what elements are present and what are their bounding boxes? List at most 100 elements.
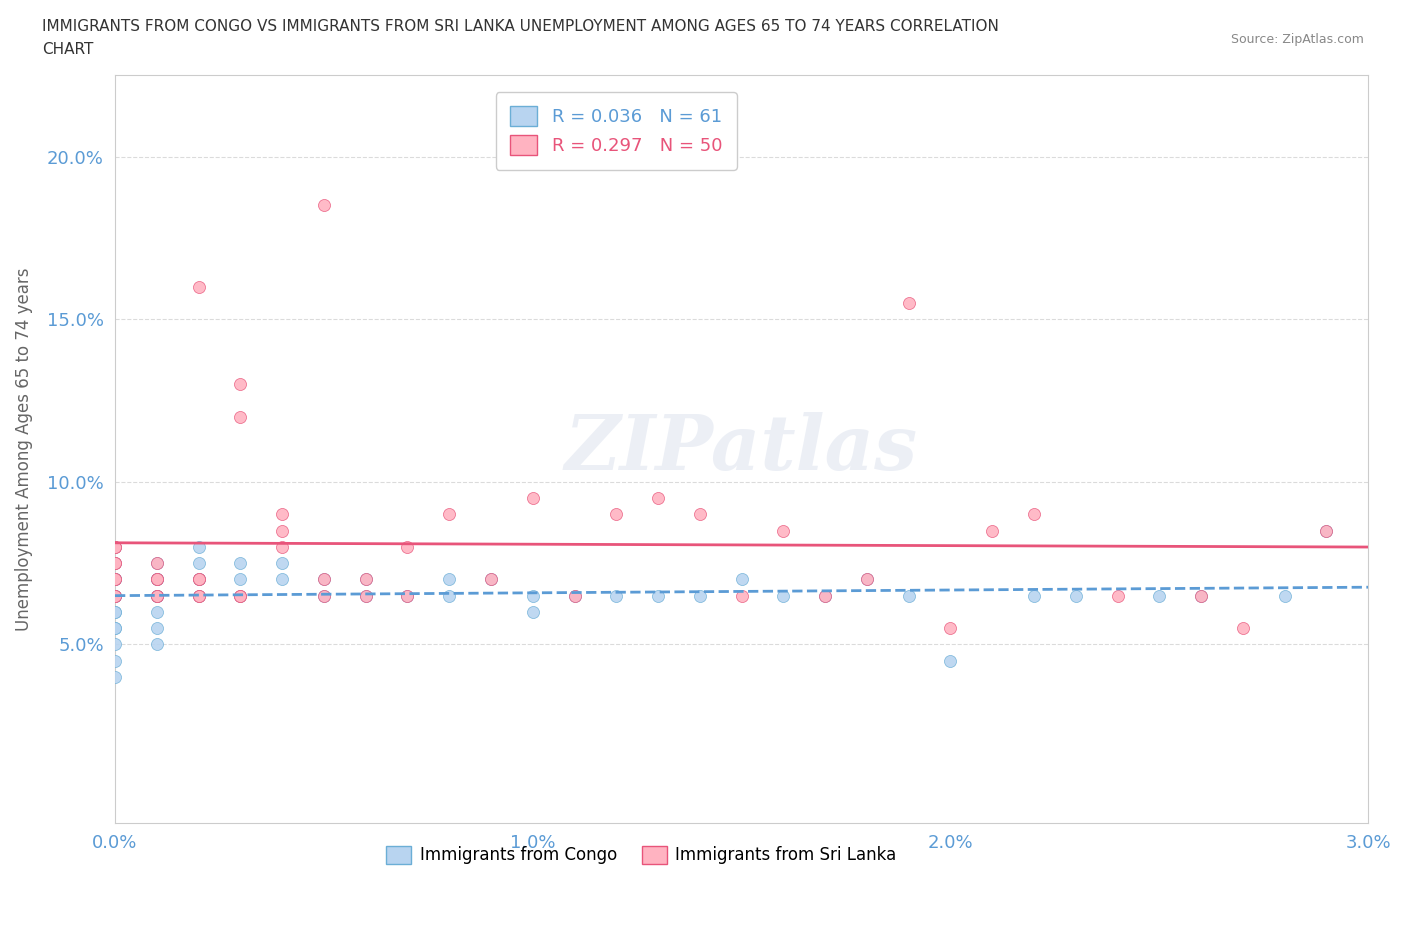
Point: [104, 620, 127, 635]
Point: [689, 507, 711, 522]
Point: [146, 555, 169, 570]
Point: [104, 588, 127, 603]
Point: [312, 198, 335, 213]
Point: [437, 507, 460, 522]
Point: [312, 588, 335, 603]
Point: [187, 588, 209, 603]
Point: [104, 604, 127, 619]
Point: [146, 604, 169, 619]
Point: [146, 572, 169, 587]
Point: [146, 637, 169, 652]
Text: ZIPatlas: ZIPatlas: [565, 412, 918, 486]
Point: [564, 588, 586, 603]
Point: [939, 620, 962, 635]
Point: [187, 555, 209, 570]
Point: [229, 377, 252, 392]
Point: [104, 539, 127, 554]
Point: [104, 555, 127, 570]
Point: [104, 588, 127, 603]
Point: [271, 572, 294, 587]
Point: [856, 572, 879, 587]
Text: Source: ZipAtlas.com: Source: ZipAtlas.com: [1230, 33, 1364, 46]
Point: [187, 572, 209, 587]
Point: [730, 588, 752, 603]
Point: [104, 588, 127, 603]
Point: [354, 588, 377, 603]
Point: [187, 279, 209, 294]
Point: [1315, 523, 1337, 538]
Point: [564, 588, 586, 603]
Point: [104, 588, 127, 603]
Point: [437, 572, 460, 587]
Point: [104, 572, 127, 587]
Point: [187, 588, 209, 603]
Point: [229, 588, 252, 603]
Point: [939, 653, 962, 668]
Point: [312, 572, 335, 587]
Point: [271, 523, 294, 538]
Point: [104, 604, 127, 619]
Point: [104, 555, 127, 570]
Point: [104, 539, 127, 554]
Point: [772, 523, 794, 538]
Point: [605, 588, 627, 603]
Point: [104, 572, 127, 587]
Point: [312, 572, 335, 587]
Point: [522, 604, 544, 619]
Text: IMMIGRANTS FROM CONGO VS IMMIGRANTS FROM SRI LANKA UNEMPLOYMENT AMONG AGES 65 TO: IMMIGRANTS FROM CONGO VS IMMIGRANTS FROM…: [42, 19, 1000, 33]
Point: [187, 588, 209, 603]
Point: [146, 588, 169, 603]
Point: [104, 539, 127, 554]
Point: [271, 555, 294, 570]
Point: [354, 572, 377, 587]
Point: [814, 588, 837, 603]
Point: [772, 588, 794, 603]
Legend: Immigrants from Congo, Immigrants from Sri Lanka: Immigrants from Congo, Immigrants from S…: [380, 839, 903, 870]
Point: [104, 670, 127, 684]
Point: [146, 588, 169, 603]
Point: [981, 523, 1004, 538]
Point: [396, 588, 419, 603]
Point: [689, 588, 711, 603]
Point: [229, 588, 252, 603]
Point: [229, 409, 252, 424]
Point: [104, 572, 127, 587]
Point: [479, 572, 502, 587]
Point: [856, 572, 879, 587]
Point: [437, 588, 460, 603]
Point: [187, 572, 209, 587]
Point: [647, 491, 669, 506]
Point: [522, 491, 544, 506]
Point: [1064, 588, 1087, 603]
Point: [146, 588, 169, 603]
Point: [146, 572, 169, 587]
Point: [104, 637, 127, 652]
Point: [312, 588, 335, 603]
Point: [146, 620, 169, 635]
Point: [146, 588, 169, 603]
Point: [1022, 507, 1045, 522]
Point: [1189, 588, 1212, 603]
Point: [187, 539, 209, 554]
Point: [396, 539, 419, 554]
Point: [146, 588, 169, 603]
Y-axis label: Unemployment Among Ages 65 to 74 years: Unemployment Among Ages 65 to 74 years: [15, 268, 32, 631]
Point: [146, 572, 169, 587]
Point: [146, 572, 169, 587]
Point: [271, 539, 294, 554]
Point: [730, 572, 752, 587]
Point: [187, 572, 209, 587]
Point: [187, 572, 209, 587]
Point: [647, 588, 669, 603]
Point: [897, 296, 920, 311]
Point: [354, 588, 377, 603]
Point: [104, 620, 127, 635]
Point: [104, 555, 127, 570]
Point: [1274, 588, 1296, 603]
Point: [104, 572, 127, 587]
Point: [1022, 588, 1045, 603]
Point: [104, 572, 127, 587]
Point: [229, 572, 252, 587]
Point: [354, 572, 377, 587]
Point: [229, 588, 252, 603]
